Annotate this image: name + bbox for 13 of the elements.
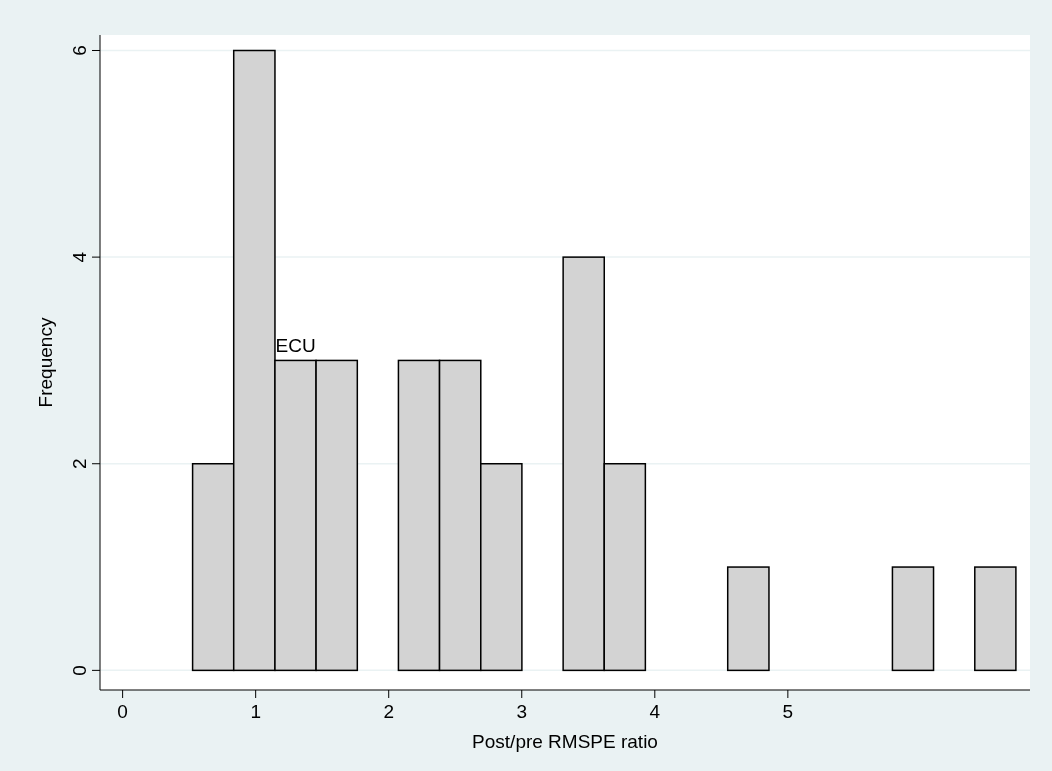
x-tick-label: 4 [649,701,661,722]
x-tick-label: 3 [516,701,528,722]
x-tick-label: 2 [383,701,394,722]
y-tick-label: 2 [69,458,90,470]
y-tick-label: 6 [69,45,90,56]
x-tick-label: 1 [250,701,261,722]
y-axis-title: Frequency [35,317,56,408]
x-tick-label: 0 [117,701,128,722]
y-tick-label: 0 [69,665,90,676]
annotation: ECU [275,335,316,357]
x-axis-title: Post/pre RMSPE ratio [472,731,658,752]
y-tick-label: 4 [69,251,90,263]
x-tick-label: 5 [782,701,794,722]
